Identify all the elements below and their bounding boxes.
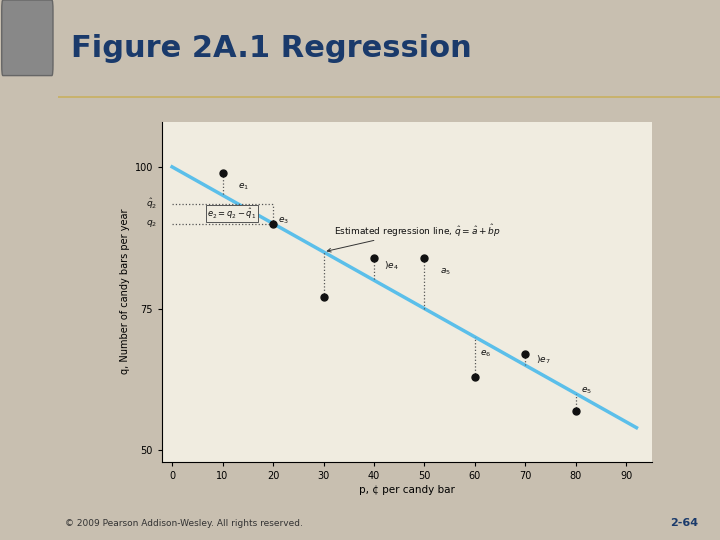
Point xyxy=(469,373,481,381)
Point xyxy=(419,253,431,262)
Text: $e_3$: $e_3$ xyxy=(278,215,289,226)
Y-axis label: q, Number of candy bars per year: q, Number of candy bars per year xyxy=(120,209,130,374)
Point xyxy=(368,253,379,262)
Text: $e_1$: $e_1$ xyxy=(238,181,248,192)
FancyBboxPatch shape xyxy=(1,0,53,76)
Point xyxy=(217,168,228,177)
Text: $)e_7$: $)e_7$ xyxy=(536,353,550,366)
Text: $e_6$: $e_6$ xyxy=(480,349,491,359)
Point xyxy=(570,406,582,415)
Text: $a_5$: $a_5$ xyxy=(440,267,451,277)
Text: Estimated regression line, $\hat{q} = \hat{a} + \hat{b}p$: Estimated regression line, $\hat{q} = \h… xyxy=(328,222,500,252)
Text: $e_5$: $e_5$ xyxy=(581,386,592,396)
Text: $)e_4$: $)e_4$ xyxy=(384,260,399,272)
X-axis label: p, ¢ per candy bar: p, ¢ per candy bar xyxy=(359,485,455,495)
Text: Figure 2A.1 Regression: Figure 2A.1 Regression xyxy=(71,34,472,63)
Point xyxy=(267,219,279,228)
Point xyxy=(520,350,531,359)
Text: © 2009 Pearson Addison-Wesley. All rights reserved.: © 2009 Pearson Addison-Wesley. All right… xyxy=(65,519,302,528)
Point xyxy=(318,293,329,301)
Text: $e_2 = q_2 - \hat{q}_1$: $e_2 = q_2 - \hat{q}_1$ xyxy=(207,206,257,221)
Text: $\hat{q}_2$: $\hat{q}_2$ xyxy=(145,197,157,211)
Text: 2-64: 2-64 xyxy=(670,518,698,528)
Text: $q_2$: $q_2$ xyxy=(146,218,157,229)
